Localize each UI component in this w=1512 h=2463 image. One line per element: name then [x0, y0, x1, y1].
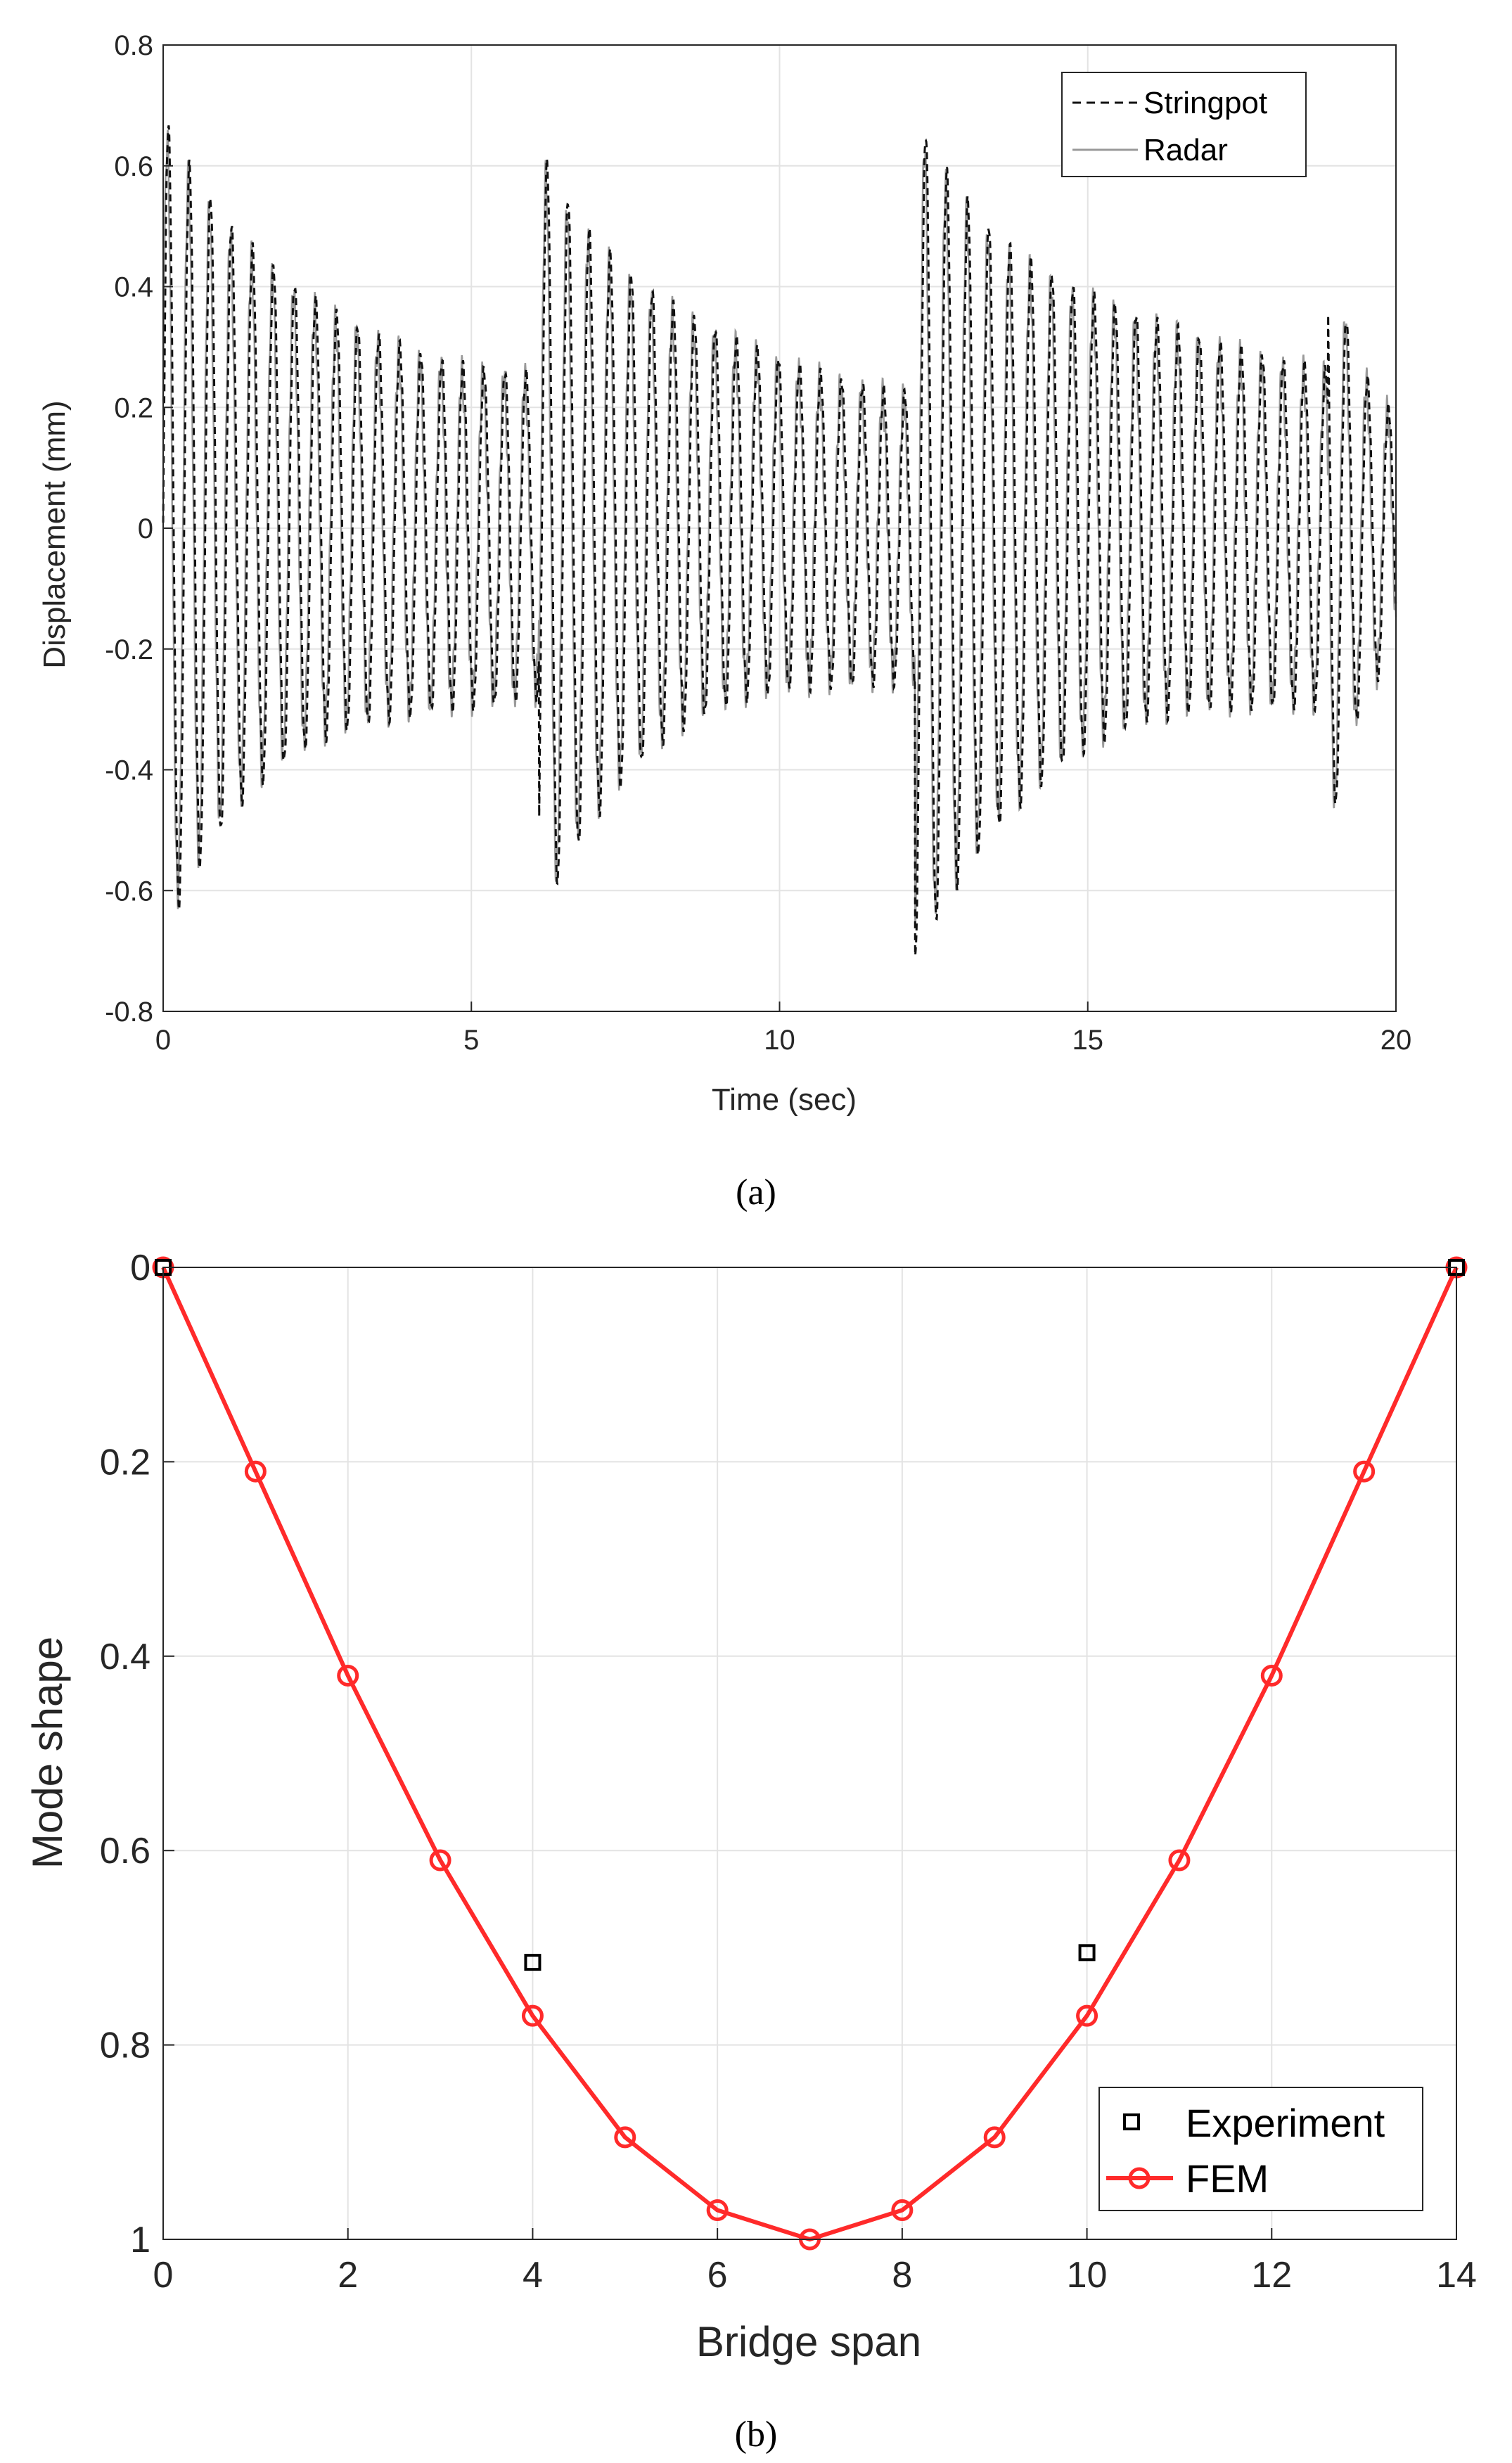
chart-b-xtick-label: 14 [1436, 2255, 1477, 2296]
chart-b-xtick-label: 6 [707, 2255, 728, 2296]
chart-b-xtick-label: 2 [338, 2255, 358, 2296]
chart-b-legend: Experiment FEM [1098, 2087, 1423, 2211]
chart-a-xtick-label: 0 [155, 1025, 171, 1056]
chart-b-ylabel: Mode shape [24, 1637, 71, 1869]
experiment-point [524, 1954, 542, 1971]
chart-a-xtick-label: 10 [764, 1025, 795, 1056]
chart-a-xtick-label: 20 [1380, 1025, 1412, 1056]
chart-a-series [162, 125, 1397, 957]
chart-a-ytick-label: -0.4 [105, 755, 153, 786]
chart-a-ytick-label: 0.2 [114, 392, 153, 423]
chart-a-xtick-label: 15 [1072, 1025, 1104, 1056]
fem-point [614, 2126, 636, 2149]
fem-point [337, 1664, 359, 1687]
chart-a-legend-box [1061, 72, 1307, 177]
series-stringpot [162, 125, 1397, 957]
chart-b-ytick-label: 0.4 [100, 1637, 150, 1677]
chart-a-ticks: 0 5 10 15 20 0.8 0.6 0.4 0.2 0 -0.2 -0.4 -0.6 -0.8 [105, 30, 1411, 1056]
legend-label-fem: FEM [1186, 2156, 1269, 2201]
chart-a-legend: Stringpot Radar [1061, 72, 1307, 177]
chart-a-time-history: 0 5 10 15 20 0.8 0.6 0.4 0.2 0 -0.2 -0.4 -0.6 -0.8 Ti… [37, 30, 1411, 1213]
chart-a-ytick-label: -0.2 [105, 634, 153, 665]
chart-a-xtick-label: 5 [463, 1025, 479, 1056]
chart-a-caption: (a) [736, 1172, 776, 1213]
chart-a-ytick-label: 0.4 [114, 272, 153, 303]
chart-b-axes-box [162, 1267, 1457, 2240]
chart-b-ytick-label: 0 [130, 1248, 150, 1288]
chart-b-xtick-label: 8 [892, 2255, 912, 2296]
fem-point [521, 2004, 544, 2027]
experiment-point [1078, 1944, 1096, 1962]
chart-a-ytick-label: -0.8 [105, 997, 153, 1028]
legend-label-experiment: Experiment [1186, 2101, 1385, 2145]
chart-b-ytick-label: 0.8 [100, 2026, 150, 2066]
fem-point [706, 2199, 729, 2222]
chart-a-ylabel: Displacement (mm) [37, 400, 72, 668]
legend-label-stringpot: Stringpot [1143, 86, 1267, 120]
fem-point [891, 2199, 914, 2222]
chart-a-ytick-label: 0.6 [114, 151, 153, 182]
legend-swatch-experiment [1123, 2113, 1140, 2130]
chart-a-ytick-label: 0 [138, 513, 153, 544]
series-radar [162, 129, 1397, 926]
chart-b-ticks: 0 2 4 6 8 10 12 14 0 0.2 0.4 0.6 0.8 1 [100, 1248, 1477, 2296]
fem-point [983, 2126, 1006, 2149]
chart-b-xtick-label: 4 [523, 2255, 543, 2296]
chart-a-xlabel: Time (sec) [712, 1082, 857, 1117]
fem-point [244, 1460, 267, 1483]
chart-a-ytick-label: -0.6 [105, 876, 153, 907]
chart-b-legend-box [1098, 2087, 1423, 2211]
chart-b-ytick-label: 1 [130, 2220, 150, 2260]
chart-a-ytick-label: 0.8 [114, 30, 153, 61]
fem-point [1260, 1664, 1283, 1687]
fem-point [1076, 2004, 1098, 2027]
fem-point [429, 1849, 451, 1872]
fem-point [1353, 1460, 1376, 1483]
chart-b-ytick-label: 0.6 [100, 1831, 150, 1872]
chart-b-xtick-label: 0 [153, 2255, 174, 2296]
chart-b-caption: (b) [735, 2414, 778, 2455]
legend-label-radar: Radar [1143, 133, 1228, 167]
chart-b-xtick-label: 10 [1067, 2255, 1108, 2296]
chart-b-ytick-label: 0.2 [100, 1442, 150, 1483]
fem-point [1168, 1849, 1191, 1872]
chart-b-xtick-label: 12 [1251, 2255, 1292, 2296]
chart-b-plot-area [163, 1267, 1456, 2239]
legend-swatch-fem-marker [1128, 2167, 1151, 2189]
chart-b-mode-shape: 0 2 4 6 8 10 12 14 0 0.2 0.4 0.6 0.8 1 Bridge span Mo… [24, 1248, 1477, 2455]
chart-b-xlabel: Bridge span [696, 2318, 921, 2365]
